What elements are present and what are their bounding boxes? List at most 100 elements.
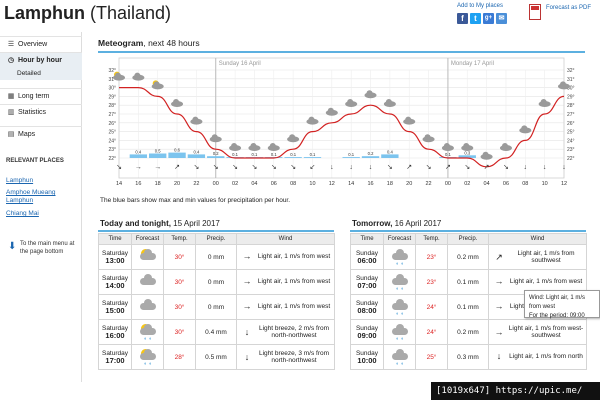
table-row: Saturday 14:00 30° 0 mm → Light air, 1 m/s fr… [98,269,335,295]
image-host-stamp: [1019x647] https://upic.me/ [431,382,600,400]
row-hour: 07:00 [357,280,377,290]
wind-arrow-icon: ↘ [426,164,432,171]
y-tick-left: 25° [108,130,116,136]
x-tick-label: 08 [522,181,528,187]
x-tick-label: 16 [135,181,141,187]
x-tick-label: 14 [348,181,354,187]
row-time: Sunday 08:00 [350,294,384,320]
sidebar-item-hour-by-hour[interactable]: ◷ Hour by hour [0,52,82,69]
row-time: Sunday 10:00 [350,344,384,370]
x-tick-label: 00 [445,181,451,187]
row-time: Saturday 14:00 [98,269,132,295]
weather-symbol [519,125,532,134]
precip-bar [284,157,302,158]
row-time: Saturday 15:00 [98,294,132,320]
facebook-icon[interactable]: f [457,13,468,24]
y-tick-left: 29° [108,94,116,100]
row-time: Sunday 09:00 [350,319,384,345]
weather-symbol [151,80,164,90]
x-tick-label: 22 [426,181,432,187]
col-precip: Precip. [447,233,489,245]
x-tick-label: 18 [155,181,161,187]
x-tick-label: 16 [367,181,373,187]
row-temp: 25° [415,344,448,370]
sidebar-subitem-detailed[interactable]: Detailed [0,68,82,80]
meteogram-heading: Meteogram, next 48 hours [98,38,200,48]
row-precip: 0.1 mm [447,269,489,295]
page-title: Lamphun (Thailand) [4,3,172,23]
row-wind: → Light air, 1 m/s from west [236,269,335,295]
row-time: Saturday 16:00 [98,319,132,345]
sidebar-item-statistics[interactable]: ▥ Statistics [0,104,82,120]
row-day: Sunday [355,274,379,282]
precip-bar [168,152,186,158]
row-precip: 0.5 mm [195,344,237,370]
add-to-favorites-link[interactable]: Add to My places [457,3,504,9]
wind-arrow-icon: → [494,326,504,337]
row-day: Sunday [355,249,379,257]
precip-bar [342,157,360,158]
tomorrow-forecast-table: Time Forecast Temp. Precip. Wind Sunday 0… [350,233,587,370]
partly-cloudy-icon [138,249,158,263]
row-day: Sunday [355,324,379,332]
x-tick-label: 20 [406,181,412,187]
wind-arrow-icon: ↘ [387,164,393,171]
row-forecast: ◖ ◖ [383,244,416,270]
wind-arrow-icon: ↓ [524,164,528,171]
x-tick-label: 14 [116,181,122,187]
related-link-lamphun[interactable]: Lamphun [6,177,34,184]
y-tick-right: 22° [567,156,575,162]
x-tick-label: 18 [387,181,393,187]
weather-symbol [248,143,261,151]
twitter-icon[interactable]: t [470,13,481,24]
header-actions: Add to My places f t g+ ✉ Forecast as PD… [455,3,597,27]
related-link-chiang-mai[interactable]: Chiang Mai [6,210,39,217]
row-wind: → Light air, 1 m/s from west [236,294,335,320]
wind-arrow-icon: ↓ [543,164,547,171]
row-forecast: ◖ ◖ [131,344,164,370]
precip-label: 0.4 [193,149,199,154]
weather-symbol [345,99,358,107]
row-wind: → Light air, 1 m/s from west-southwest [488,319,587,345]
x-tick-label: 10 [309,181,315,187]
precip-bar [303,157,322,158]
wind-arrow-icon: → [242,251,252,262]
wind-arrow-icon: ↗ [174,164,180,171]
wind-arrow-icon: → [242,276,252,287]
x-tick-label: 10 [542,181,548,187]
pdf-link[interactable]: Forecast as PDF [546,5,592,11]
row-hour: 09:00 [357,330,377,340]
row-temp: 23° [415,269,448,295]
table-row: Sunday 10:00 ◖ ◖ 25° 0.3 mm ↓ Light air, 1 m/s … [350,344,587,370]
wind-arrow-icon: ↘ [290,164,296,171]
row-temp: 30° [163,294,196,320]
email-icon[interactable]: ✉ [496,13,507,24]
related-link-amphoe-mueang-lamphun[interactable]: Amphoe Mueang Lamphun [6,189,56,204]
row-hour: 16:00 [105,330,125,340]
sidebar-item-long-term[interactable]: ▦ Long term [0,88,82,104]
pdf-icon[interactable] [529,4,541,20]
weather-symbol [132,72,145,81]
weather-symbol [499,143,512,151]
meteogram-divider [98,51,585,53]
x-tick-label: 22 [193,181,199,187]
sidebar-item-maps[interactable]: ▤ Maps [0,126,82,142]
weather-symbol [325,107,338,116]
wind-arrow-icon: ↓ [244,326,250,337]
col-precip: Precip. [195,233,237,245]
calendar-icon: ▦ [7,93,15,100]
row-time: Saturday 17:00 [98,344,132,370]
wind-arrow-icon: ↘ [503,164,509,171]
row-precip: 0.2 mm [447,319,489,345]
back-to-menu-link[interactable]: ⬇ To the main menu at the page bottom [8,241,75,255]
row-precip: 0 mm [195,244,237,270]
map-icon: ▤ [7,131,15,138]
wind-arrow-icon: → [494,276,504,287]
sidebar-item-overview[interactable]: ☰ Overview [0,36,82,52]
google-plus-icon[interactable]: g+ [483,13,494,24]
weather-symbol [287,134,300,143]
row-wind-text: Light air, 1 m/s from west-southwest [508,325,584,339]
col-temp: Temp. [163,233,196,245]
row-wind: ↓ Light breeze, 3 m/s from north-northwes… [236,344,335,370]
row-forecast: ◖ ◖ [383,319,416,345]
